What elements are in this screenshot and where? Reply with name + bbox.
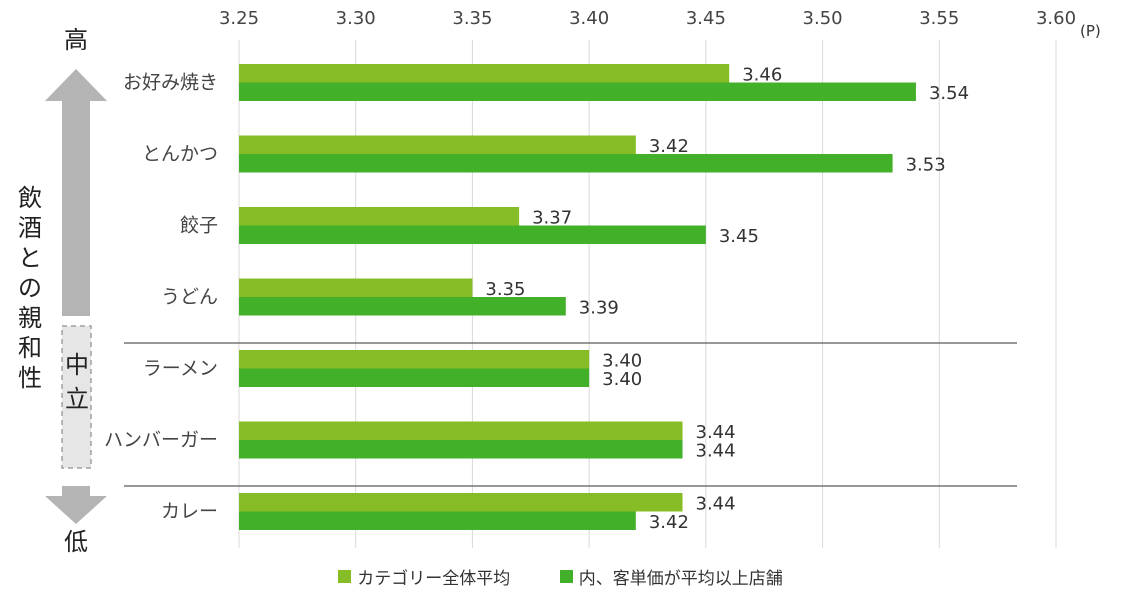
bar-series-2	[239, 225, 706, 244]
legend-swatch-series-2	[559, 570, 573, 583]
bar-series-2	[239, 297, 566, 316]
arrow-down-icon	[45, 486, 107, 524]
data-label: 3.40	[602, 369, 642, 390]
x-tick-label: 3.35	[452, 8, 492, 29]
scale-low-label: 低	[64, 528, 88, 556]
bar-series-1	[239, 493, 683, 512]
bars	[239, 64, 916, 530]
category-label: ラーメン	[143, 358, 218, 380]
data-label: 3.46	[742, 65, 782, 86]
category-label: カレー	[161, 501, 218, 523]
bar-series-1	[239, 135, 636, 154]
data-labels: 3.46 3.54 3.42 3.53 3.37 3.45 3.35 3.39 3.403.40…	[485, 65, 969, 534]
bar-series-2	[239, 511, 636, 530]
data-label: 3.35	[485, 279, 525, 300]
category-label: うどん	[161, 286, 218, 308]
data-label: 3.42	[649, 512, 689, 533]
bar-series-2	[239, 368, 590, 387]
bar-series-1	[239, 278, 473, 297]
group-separators	[124, 342, 1017, 487]
legend-swatch-series-1	[338, 570, 352, 583]
x-tick-label: 3.45	[686, 8, 726, 29]
category-label: とんかつ	[142, 143, 218, 165]
x-tick-label: 3.25	[219, 8, 259, 29]
data-label: 3.44	[696, 422, 736, 443]
bar-series-1	[239, 350, 590, 369]
data-label: 3.42	[649, 136, 689, 157]
category-label: お好み焼き	[123, 72, 218, 94]
x-tick-label: 3.40	[569, 8, 609, 29]
data-label: 3.53	[906, 155, 946, 176]
scale-high-label: 高	[64, 26, 88, 54]
data-label: 3.39	[579, 298, 619, 319]
neutral-box	[61, 325, 92, 469]
bar-chart: 3.25 3.30 3.35 3.40 3.45 3.50 3.55 3.60 (P) お好み…	[45, 8, 1101, 548]
legend-label-series-2: 内、客単価が平均以上店舗	[578, 569, 783, 589]
data-label: 3.44	[696, 494, 736, 515]
data-label: 3.37	[532, 208, 572, 229]
arrow-up-icon	[45, 69, 107, 316]
bar-series-1	[239, 421, 683, 440]
data-label: 3.40	[602, 351, 642, 372]
category-label: 餃子	[180, 215, 218, 237]
affinity-arrow	[45, 69, 107, 524]
bar-series-2	[239, 154, 893, 173]
bar-series-1	[239, 64, 730, 83]
legend-item-series-2: 内、客単価が平均以上店舗	[559, 564, 783, 589]
x-tick-label: 3.60	[1036, 8, 1076, 29]
bar-series-1	[239, 207, 520, 226]
x-tick-label: 3.30	[336, 8, 376, 29]
x-axis-unit: (P)	[1080, 22, 1101, 40]
bar-series-2	[239, 440, 683, 459]
category-label: ハンバーガー	[104, 429, 218, 451]
y-axis-title: 飲酒との親和性	[18, 184, 42, 392]
data-label: 3.54	[929, 83, 969, 104]
scale-neutral-label: 中立	[65, 351, 89, 413]
legend: カテゴリー全体平均 内、客単価が平均以上店舗	[0, 564, 1121, 589]
legend-item-series-1: カテゴリー全体平均	[338, 564, 510, 589]
data-label: 3.45	[719, 226, 759, 247]
legend-label-series-1: カテゴリー全体平均	[357, 569, 511, 589]
x-tick-label: 3.50	[803, 8, 843, 29]
x-axis-ticks: 3.25 3.30 3.35 3.40 3.45 3.50 3.55 3.60	[219, 8, 1076, 29]
x-tick-label: 3.55	[919, 8, 959, 29]
bar-series-2	[239, 82, 916, 101]
data-label: 3.44	[696, 441, 736, 462]
